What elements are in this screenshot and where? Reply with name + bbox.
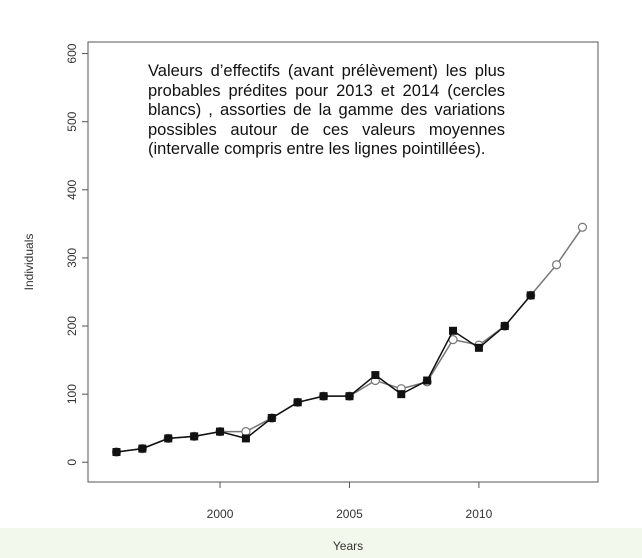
point <box>449 326 458 335</box>
y-tick-label: 400 <box>65 179 79 199</box>
point <box>138 444 147 453</box>
x-tick-label: 2010 <box>466 507 493 521</box>
y-tick-label: 0 <box>65 459 79 466</box>
point <box>526 291 535 300</box>
y-tick-label: 500 <box>65 111 79 131</box>
point <box>371 371 380 380</box>
plot-frame <box>87 41 599 483</box>
point <box>474 343 483 352</box>
point <box>319 392 328 401</box>
point <box>345 392 354 401</box>
x-tick-label: 2000 <box>207 507 234 521</box>
point <box>190 432 199 441</box>
point <box>241 426 251 437</box>
point <box>500 322 509 331</box>
y-tick-label: 600 <box>65 43 79 63</box>
point <box>577 222 588 232</box>
series-line <box>116 226 584 453</box>
y-tick-label: 100 <box>65 384 79 404</box>
point <box>397 390 406 399</box>
point <box>241 434 250 443</box>
point <box>293 398 302 407</box>
point <box>164 434 173 443</box>
y-tick-label: 200 <box>65 316 79 336</box>
point <box>267 413 276 422</box>
y-tick-label: 300 <box>65 248 79 268</box>
point <box>216 427 225 436</box>
point <box>112 448 121 457</box>
series-line <box>116 294 532 453</box>
footer-strip <box>0 528 642 558</box>
x-axis-label: Years <box>333 539 363 553</box>
x-tick-label: 2005 <box>336 507 363 521</box>
point <box>423 376 432 385</box>
y-axis-label: Individuals <box>22 234 36 291</box>
point <box>551 260 562 270</box>
annotation: Valeurs d’effectifs (avant prélèvement) … <box>148 62 505 158</box>
